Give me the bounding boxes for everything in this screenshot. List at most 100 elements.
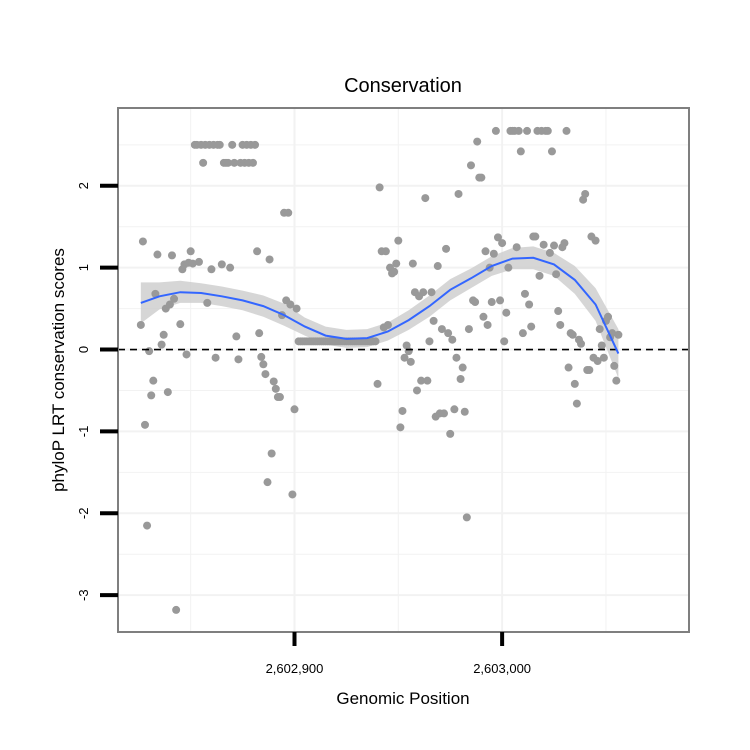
data-point: [269, 377, 278, 386]
data-point: [228, 140, 237, 149]
data-point: [496, 296, 505, 305]
data-point: [591, 236, 600, 245]
data-point: [203, 298, 212, 307]
data-point: [483, 320, 492, 329]
data-point: [547, 147, 556, 156]
data-point: [581, 189, 590, 198]
data-point: [489, 249, 498, 258]
data-point: [599, 353, 608, 362]
data-point: [437, 325, 446, 334]
data-point: [450, 405, 459, 414]
data-point: [562, 126, 571, 135]
data-point: [373, 379, 382, 388]
data-point: [498, 239, 507, 248]
data-point: [448, 335, 457, 344]
data-point: [612, 376, 621, 385]
data-point: [604, 312, 613, 321]
data-point: [471, 298, 480, 307]
data-point: [429, 316, 438, 325]
data-point: [523, 126, 532, 135]
data-point: [570, 379, 579, 388]
data-point: [398, 406, 407, 415]
data-point: [500, 337, 509, 346]
data-point: [545, 248, 554, 257]
data-point: [595, 325, 604, 334]
data-point: [439, 409, 448, 418]
data-point: [404, 347, 413, 356]
data-point: [423, 376, 432, 385]
data-point: [481, 247, 490, 256]
data-point: [456, 375, 465, 384]
y-axis: -3 -2 -1 0 1 2: [76, 182, 118, 601]
data-point: [167, 251, 176, 260]
data-point: [163, 388, 172, 397]
data-point: [425, 337, 434, 346]
chart-title: Conservation: [344, 75, 462, 97]
data-point: [531, 232, 540, 241]
data-point: [248, 158, 257, 167]
data-point: [504, 263, 513, 272]
data-point: [593, 356, 602, 365]
data-point: [232, 332, 241, 341]
y-tick-label: 1: [76, 264, 91, 271]
data-point: [502, 308, 511, 317]
data-point: [487, 298, 496, 307]
data-point: [610, 361, 619, 370]
y-tick-label: 0: [76, 346, 91, 353]
data-point: [275, 393, 284, 402]
data-point: [491, 126, 500, 135]
data-point: [149, 376, 158, 385]
y-axis-label: phyloP LRT conservation scores: [49, 248, 68, 492]
data-point: [577, 339, 586, 348]
data-point: [539, 240, 548, 249]
data-point: [265, 255, 274, 264]
data-point: [597, 341, 606, 350]
data-point: [543, 126, 552, 135]
x-tick-label: 2,603,000: [473, 661, 531, 676]
data-point: [147, 391, 156, 400]
data-point: [392, 259, 401, 268]
data-point: [400, 353, 409, 362]
data-point: [176, 320, 185, 329]
data-point: [286, 300, 295, 309]
data-point: [518, 329, 527, 338]
data-point: [473, 137, 482, 146]
data-point: [514, 126, 523, 135]
data-point: [419, 288, 428, 297]
data-point: [408, 259, 417, 268]
data-point: [375, 183, 384, 192]
data-point: [211, 353, 220, 362]
data-point: [226, 263, 235, 272]
data-point: [257, 352, 266, 361]
data-point: [556, 320, 565, 329]
data-point: [383, 320, 392, 329]
data-point: [417, 376, 426, 385]
x-axis-label: Genomic Position: [336, 689, 469, 708]
data-point: [458, 363, 467, 372]
plot-frame: [117, 107, 690, 633]
data-point: [525, 300, 534, 309]
data-point: [253, 247, 262, 256]
y-tick-label: 2: [76, 182, 91, 189]
data-point: [394, 236, 403, 245]
data-point: [136, 320, 145, 329]
data-point: [535, 271, 544, 280]
data-point: [462, 513, 471, 522]
data-point: [460, 407, 469, 416]
data-point: [452, 353, 461, 362]
data-point: [170, 294, 179, 303]
data-point: [288, 490, 297, 499]
data-point: [230, 158, 239, 167]
data-points: [136, 126, 623, 614]
data-point: [412, 386, 421, 395]
data-point: [444, 329, 453, 338]
data-point: [292, 304, 301, 313]
data-point: [442, 244, 451, 253]
data-point: [215, 140, 224, 149]
data-point: [140, 420, 149, 429]
data-point: [267, 449, 276, 458]
data-point: [151, 289, 160, 298]
data-point: [454, 189, 463, 198]
data-point: [234, 355, 243, 364]
data-point: [153, 250, 162, 259]
